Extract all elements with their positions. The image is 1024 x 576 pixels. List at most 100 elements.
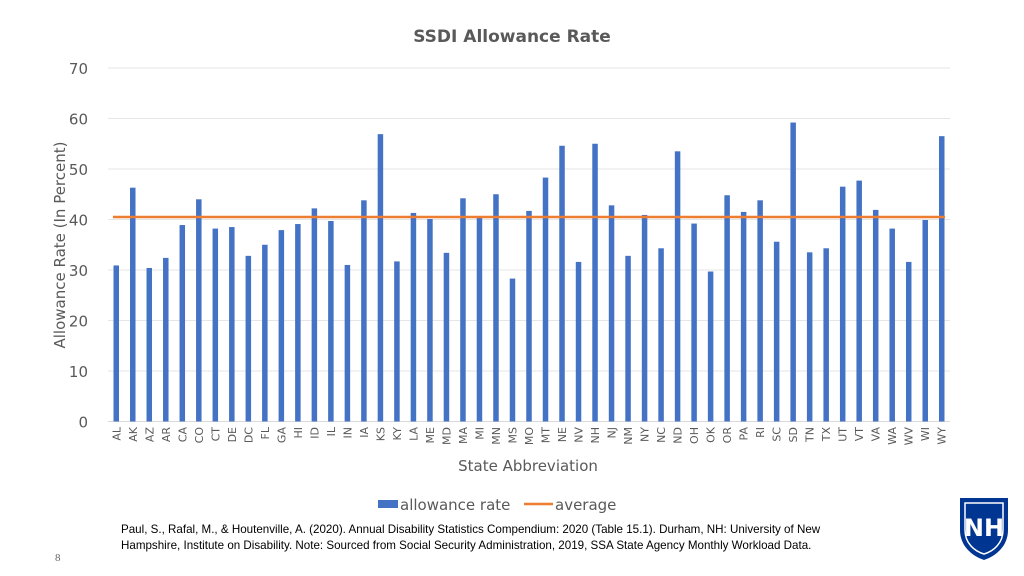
x-tick-label: RI	[754, 427, 767, 438]
x-tick-label: ME	[424, 427, 437, 443]
bar-NY	[641, 214, 648, 422]
x-tick-label: DE	[226, 427, 239, 442]
bar-MD	[443, 252, 450, 422]
bar-ME	[427, 218, 433, 422]
bar-CO	[196, 199, 202, 422]
x-tick-label: TX	[820, 427, 833, 443]
bar-TX	[823, 248, 829, 422]
svg-text:NH: NH	[964, 514, 1004, 542]
bar-TN	[806, 252, 813, 422]
bar-PA	[740, 211, 747, 422]
bar-AK	[130, 187, 136, 422]
bar-NV	[575, 261, 582, 422]
bar-VT	[856, 180, 862, 422]
bar-DE	[229, 227, 235, 422]
chart-title: SSDI Allowance Rate	[413, 27, 611, 47]
bar-CA	[179, 225, 186, 422]
bar-NE	[559, 145, 565, 422]
x-tick-label: IN	[341, 427, 354, 438]
bar-FL	[262, 244, 268, 422]
x-tick-label: NE	[556, 427, 569, 442]
x-tick-label: KY	[391, 427, 404, 441]
bar-LA	[410, 212, 417, 422]
bar-WY	[938, 136, 945, 422]
y-tick-label: 70	[69, 60, 88, 78]
y-tick-label: 60	[69, 111, 88, 129]
x-tick-label: WA	[886, 427, 899, 445]
bar-WA	[889, 228, 895, 422]
x-tick-label: SC	[771, 427, 784, 442]
x-tick-label: HI	[292, 427, 305, 439]
bar-AZ	[146, 267, 153, 422]
bar-OH	[691, 223, 697, 422]
bar-MS	[509, 278, 516, 422]
legend-label-average: average	[555, 496, 616, 514]
bar-MO	[526, 210, 532, 422]
bar-MA	[460, 198, 466, 422]
x-tick-label: NH	[589, 427, 602, 444]
x-tick-label: ID	[308, 427, 321, 439]
bar-NH	[592, 143, 598, 422]
bar-KY	[394, 261, 400, 422]
x-tick-label: MS	[506, 427, 519, 443]
bar-MT	[542, 177, 549, 422]
y-tick-label: 20	[69, 313, 88, 331]
bar-IL	[328, 221, 334, 422]
bar-HI	[295, 224, 301, 422]
legend-swatch-allowance-rate	[378, 500, 398, 508]
x-tick-label: MD	[440, 427, 453, 445]
x-tick-label: MI	[473, 427, 486, 440]
citation: Paul, S., Rafal, M., & Houtenville, A. (…	[121, 522, 921, 554]
bar-ND	[674, 151, 681, 422]
bar-WI	[922, 220, 928, 422]
x-tick-label: MN	[490, 427, 503, 445]
bar-AR	[163, 257, 169, 422]
citation-line-1: Paul, S., Rafal, M., & Houtenville, A. (…	[121, 523, 821, 536]
citation-line-2: Hampshire, Institute on Disability. Note…	[121, 539, 812, 552]
x-tick-label: AL	[110, 426, 123, 441]
bar-IA	[361, 200, 367, 422]
x-tick-label: UT	[837, 427, 850, 442]
bar-MN	[493, 194, 499, 422]
x-tick-label: OR	[721, 427, 734, 444]
y-axis-title: Allowance Rate (In Percent)	[51, 142, 69, 349]
y-tick-label: 10	[69, 363, 88, 381]
bar-SC	[773, 241, 780, 422]
x-tick-label: CO	[193, 427, 206, 444]
x-tick-label: AZ	[143, 427, 156, 443]
bar-MI	[476, 217, 483, 422]
bar-RI	[757, 200, 763, 422]
x-tick-label: OK	[705, 426, 718, 443]
bar-KS	[377, 134, 384, 422]
x-tick-label: KS	[374, 427, 387, 441]
x-tick-label: MA	[457, 427, 470, 444]
bar-OR	[724, 195, 730, 422]
bar-CT	[212, 228, 219, 422]
x-tick-label: DC	[242, 427, 255, 443]
x-tick-label: ND	[672, 427, 685, 444]
x-tick-label: CA	[176, 427, 189, 443]
legend-label-allowance-rate: allowance rate	[400, 496, 510, 514]
x-tick-label: VA	[870, 427, 883, 442]
x-axis-title: State Abbreviation	[458, 457, 598, 475]
bar-WV	[905, 261, 912, 422]
bar-DC	[245, 255, 252, 422]
x-tick-label: NC	[655, 427, 668, 443]
x-tick-label: MO	[523, 427, 536, 445]
y-tick-label: 40	[69, 212, 88, 230]
bar-GA	[278, 230, 285, 422]
x-tick-label: NV	[573, 427, 586, 443]
x-tick-label: IL	[325, 426, 338, 436]
bar-IN	[344, 264, 351, 422]
bar-SD	[790, 122, 796, 422]
bar-NM	[625, 255, 631, 422]
y-tick-label: 30	[69, 262, 88, 280]
x-tick-label: NY	[639, 427, 652, 442]
x-tick-label: PA	[738, 427, 751, 441]
x-tick-label: VT	[853, 427, 866, 442]
x-tick-label: AR	[160, 427, 173, 443]
x-tick-label: SD	[787, 427, 800, 442]
x-tick-label: TN	[804, 427, 817, 443]
bar-OK	[707, 271, 714, 422]
